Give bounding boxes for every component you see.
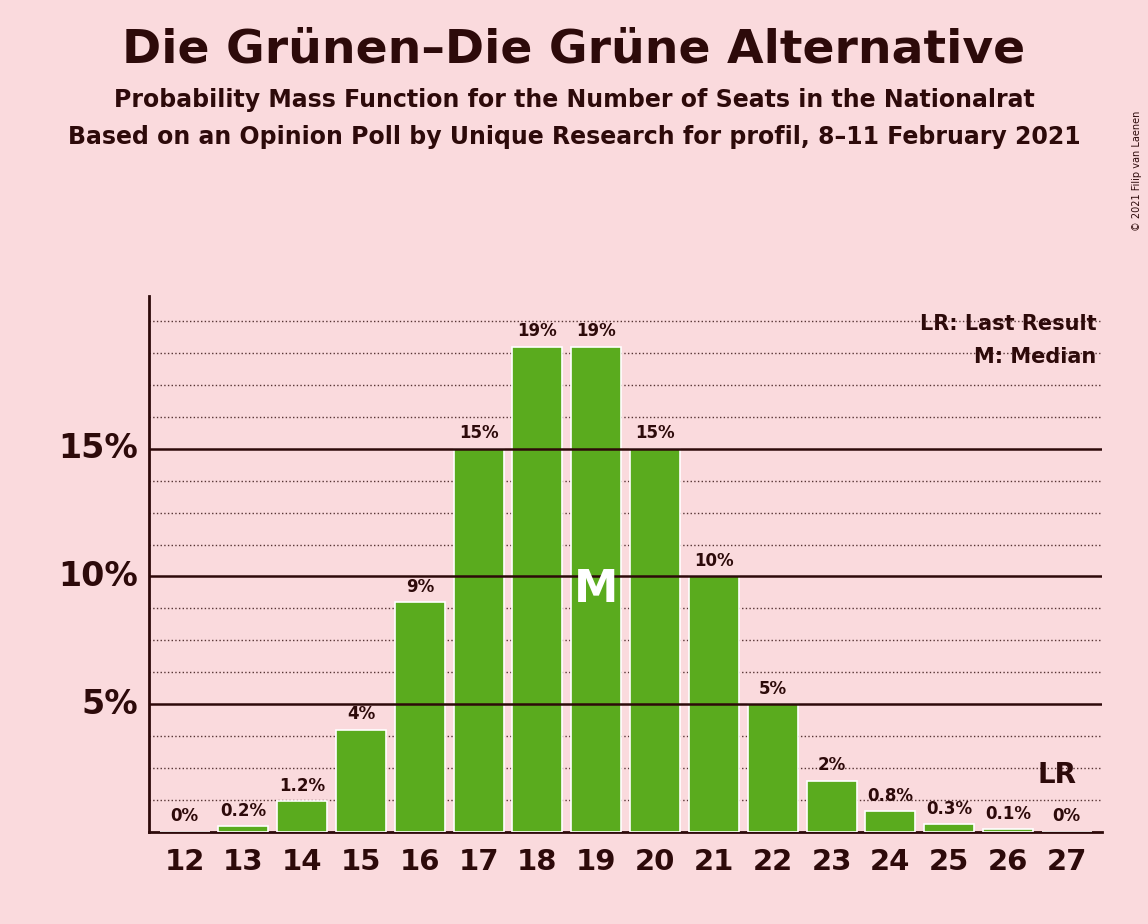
Text: 0%: 0% (1053, 808, 1081, 825)
Bar (453, 449, 504, 832)
Text: LR: Last Result: LR: Last Result (920, 314, 1096, 334)
Text: 9%: 9% (405, 578, 434, 596)
Text: Based on an Opinion Poll by Unique Research for profil, 8–11 February 2021: Based on an Opinion Poll by Unique Resea… (68, 125, 1080, 149)
Bar (395, 602, 444, 832)
Bar (866, 811, 915, 832)
Bar (336, 730, 386, 832)
Bar (630, 449, 680, 832)
Text: M: M (574, 567, 619, 611)
Text: 0.2%: 0.2% (220, 802, 266, 821)
Bar (924, 824, 975, 832)
Bar (218, 826, 269, 832)
Bar (983, 829, 1033, 832)
Text: 15%: 15% (459, 424, 498, 443)
Text: 1.2%: 1.2% (279, 776, 325, 795)
Text: 19%: 19% (576, 322, 616, 340)
Bar (572, 346, 621, 832)
Text: 0.1%: 0.1% (985, 805, 1031, 822)
Text: Probability Mass Function for the Number of Seats in the Nationalrat: Probability Mass Function for the Number… (114, 88, 1034, 112)
Text: 0%: 0% (170, 808, 199, 825)
Text: LR: LR (1038, 761, 1077, 789)
Text: © 2021 Filip van Laenen: © 2021 Filip van Laenen (1132, 111, 1142, 231)
Text: 4%: 4% (347, 705, 375, 723)
Bar (512, 346, 563, 832)
Text: 10%: 10% (59, 560, 138, 593)
Bar (747, 704, 798, 832)
Text: 5%: 5% (759, 680, 786, 698)
Text: 5%: 5% (82, 687, 138, 721)
Bar (689, 577, 739, 832)
Text: 15%: 15% (635, 424, 675, 443)
Bar (277, 801, 327, 832)
Text: 15%: 15% (59, 432, 138, 466)
Text: M: Median: M: Median (974, 346, 1096, 367)
Text: 0.8%: 0.8% (868, 787, 914, 805)
Bar (807, 781, 856, 832)
Text: Die Grünen–Die Grüne Alternative: Die Grünen–Die Grüne Alternative (123, 28, 1025, 73)
Text: 0.3%: 0.3% (926, 799, 972, 818)
Text: 10%: 10% (695, 552, 734, 570)
Text: 19%: 19% (518, 322, 557, 340)
Text: 2%: 2% (817, 756, 846, 774)
